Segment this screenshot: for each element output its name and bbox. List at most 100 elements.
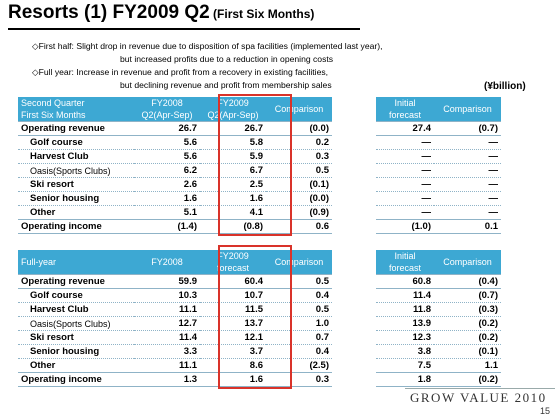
value-initial-forecast: 27.4 [376,121,434,136]
unit-label: (¥billion) [484,81,526,92]
table-row: Ski resort 11.4 12.1 0.7 12.3 (0.2) [18,330,501,345]
table-row: Golf course 10.3 10.7 0.4 11.4 (0.7) [18,288,501,303]
value-prev: 12.7 [134,316,200,331]
row-label: Golf course [18,288,134,303]
value-comparison: (0.0) [266,191,332,206]
value-initial-forecast: 7.5 [417,359,431,371]
value-forecast-comparison: — [434,135,501,150]
value-forecast-comparison: — [434,191,501,206]
value-current: 13.7 [200,316,266,331]
value-forecast-comparison: (0.2) [434,330,501,345]
row-label: Ski resort [18,330,134,345]
fy-header-initial-forecast: Initial forecast [376,250,434,275]
fy-header-row: Full-year FY2008 FY2009 forecast Comparis… [18,250,501,275]
value-prev: 6.2 [134,163,200,178]
gap [332,206,376,220]
value-current: (0.8) [200,219,266,234]
value-prev: 11.4 [134,330,200,345]
value-forecast-comparison: (0.1) [434,344,501,359]
value-prev: 5.1 [183,206,197,218]
value-prev: 1.3 [134,372,200,387]
value-forecast-comparison: 1.1 [484,359,498,371]
value-current: 6.7 [200,163,266,178]
page-number: 15 [540,406,551,416]
footer-divider [405,388,555,389]
value-initial-forecast: — [376,135,434,150]
value-comparison: 0.4 [266,344,332,359]
row-label: Harvest Club [18,302,134,317]
gap [332,164,376,178]
value-comparison: 0.3 [266,149,332,164]
gap [332,275,376,289]
title-underline [8,28,360,30]
note-first-half: ◇First half: Slight drop in revenue due … [32,41,383,51]
table-row: Operating income 1.3 1.6 0.3 1.8 (0.2) [18,372,501,387]
row-label: Oasis(Sports Clubs) [18,316,134,331]
row-label: Other [30,206,56,218]
row-label: Golf course [18,135,134,150]
q2-header-fy2009: FY2009 Q2(Apr-Sep) [200,97,266,122]
value-prev: 11.1 [179,359,197,371]
gap [332,317,376,331]
gap [332,289,376,303]
value-comparison: 1.0 [266,316,332,331]
q2-table: Second Quarter First Six Months FY2008 Q2(… [18,97,501,234]
row-label: Oasis(Sports Clubs) [18,163,134,178]
value-forecast-comparison: (0.2) [434,372,501,387]
gap [332,150,376,164]
table-row: Oasis(Sports Clubs) 12.7 13.7 1.0 13.9 (0.2) [18,316,501,331]
value-forecast-comparison: — [434,149,501,164]
value-forecast-comparison: (0.7) [434,288,501,303]
title-sub: (First Six Months) [209,7,315,21]
gap [332,136,376,150]
value-forecast-comparison: 0.1 [434,219,501,234]
value-initial-forecast: — [376,149,434,164]
footer-brand: GROW VALUE 2010 [410,390,547,405]
value-prev: 3.3 [134,344,200,359]
value-prev: 59.9 [134,274,200,289]
note-full-year: ◇Full year: Increase in revenue and prof… [32,67,329,77]
value-forecast-comparison: — [434,163,501,178]
table-row: Oasis(Sports Clubs) 6.2 6.7 0.5 — — [18,163,501,178]
value-comparison: (0.9) [309,206,329,218]
table-row: Harvest Club 5.6 5.9 0.3 — — [18,149,501,164]
q2-header-fy2008: FY2008 Q2(Apr-Sep) [134,97,200,122]
gap [332,359,376,373]
value-forecast-comparison: (0.3) [434,302,501,317]
row-label: Ski resort [18,177,134,192]
gap [332,122,376,136]
row-label: Operating income [18,372,134,387]
value-prev: 2.6 [134,177,200,192]
fy-header-comparison: Comparison [266,250,332,275]
fy-header-gap [332,250,376,275]
value-forecast-comparison: (0.2) [434,316,501,331]
table-row: Other 5.1 4.1 (0.9) — — [18,206,501,220]
value-forecast-comparison: — [434,177,501,192]
value-initial-forecast: 3.8 [376,344,434,359]
row-label: Senior housing [18,344,134,359]
q2-header-comparison-2: Comparison [434,97,501,122]
fy-header-comparison-2: Comparison [434,250,501,275]
value-initial-forecast: — [376,191,434,206]
gap [332,303,376,317]
value-current: 26.7 [200,121,266,136]
fy-header-label: Full-year [18,250,134,275]
value-initial-forecast: 1.8 [376,372,434,387]
value-comparison: 0.5 [266,163,332,178]
value-prev: 1.6 [134,191,200,206]
gap [332,373,376,387]
value-initial-forecast: — [376,177,434,192]
value-current: 1.6 [200,191,266,206]
table-row: Golf course 5.6 5.8 0.2 — — [18,135,501,150]
value-comparison: 0.4 [266,288,332,303]
q2-header-label: Second Quarter First Six Months [18,97,134,122]
value-initial-forecast: 13.9 [376,316,434,331]
value-comparison: (2.5) [309,359,329,371]
value-prev: (1.4) [134,219,200,234]
q2-header-gap [332,97,376,122]
note-full-year-cont: but declining revenue and profit from me… [120,80,332,90]
row-label: Operating revenue [18,121,134,136]
value-current: 12.1 [200,330,266,345]
table-row: Senior housing 1.6 1.6 (0.0) — — [18,191,501,206]
page-title: Resorts (1) FY2009 Q2 (First Six Months) [8,2,314,24]
